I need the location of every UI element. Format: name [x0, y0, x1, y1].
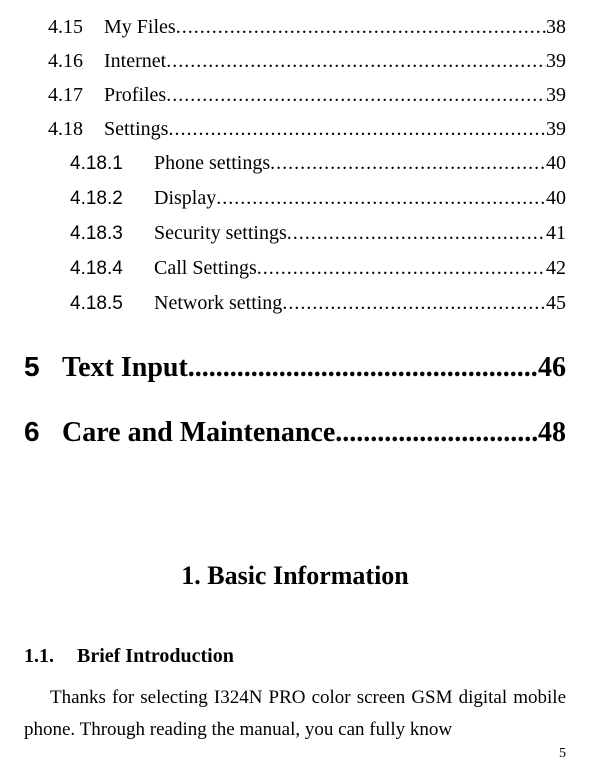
toc-row: 4.18.4 Call Settings 42 [24, 251, 566, 286]
toc-num: 4.15 [48, 10, 104, 44]
toc-chapter-row: 5 Text Input 46 [24, 349, 566, 386]
toc-page: 39 [546, 112, 566, 146]
toc-page: 48 [538, 415, 566, 451]
toc-num: 4.18.5 [70, 287, 154, 321]
toc-row: 4.18.3 Security settings 41 [24, 216, 566, 251]
toc-title: Phone settings [154, 146, 270, 180]
toc-page: 38 [546, 10, 566, 44]
toc-num: 4.18.4 [70, 252, 154, 286]
toc-dots [166, 78, 546, 112]
section-title: Brief Introduction [77, 645, 234, 667]
toc-row: 4.15 My Files 38 [24, 10, 566, 44]
section-heading: 1.1. Brief Introduction [24, 645, 566, 668]
toc-row: 4.16 Internet 39 [24, 44, 566, 78]
toc-row: 4.18.1 Phone settings 40 [24, 146, 566, 181]
toc-title: Internet [104, 44, 166, 78]
toc-title: Care and Maintenance [62, 415, 335, 451]
toc-dots [188, 350, 538, 386]
toc-dots [168, 112, 546, 146]
toc-row: 4.18.2 Display 40 [24, 181, 566, 216]
toc-dots [335, 415, 538, 451]
toc-chapter-row: 6 Care and Maintenance 48 [24, 414, 566, 451]
toc-page: 39 [546, 44, 566, 78]
toc-page: 46 [538, 350, 566, 386]
toc-num: 6 [24, 414, 62, 450]
toc-page: 40 [546, 181, 566, 215]
toc-page: 39 [546, 78, 566, 112]
page-number: 5 [559, 746, 566, 762]
toc-row: 4.17 Profiles 39 [24, 78, 566, 112]
toc-num: 4.17 [48, 78, 104, 112]
section-num: 1.1. [24, 645, 72, 668]
toc-dots [216, 181, 546, 215]
toc-num: 4.18 [48, 112, 104, 146]
toc-title: Profiles [104, 78, 166, 112]
toc-dots [282, 286, 546, 320]
body-paragraph: Thanks for selecting I324N PRO color scr… [24, 682, 566, 746]
toc-num: 5 [24, 349, 62, 385]
toc-page: 45 [546, 286, 566, 320]
toc-title: Display [154, 181, 216, 215]
toc-title: Text Input [62, 350, 188, 386]
toc-title: My Files [104, 10, 176, 44]
toc-row: 4.18 Settings 39 [24, 112, 566, 146]
toc-title: Network setting [154, 286, 282, 320]
toc-dots [287, 216, 546, 250]
toc-num: 4.18.2 [70, 182, 154, 216]
toc-num: 4.18.3 [70, 217, 154, 251]
toc-dots [176, 10, 546, 44]
toc-page: 40 [546, 146, 566, 180]
chapter-heading: 1. Basic Information [24, 561, 566, 591]
toc-page: 42 [546, 251, 566, 285]
toc-num: 4.18.1 [70, 147, 154, 181]
toc-title: Security settings [154, 216, 287, 250]
toc-title: Settings [104, 112, 168, 146]
toc-page: 41 [546, 216, 566, 250]
toc-num: 4.16 [48, 44, 104, 78]
toc-dots [270, 146, 546, 180]
toc-title: Call Settings [154, 251, 257, 285]
toc-row: 4.18.5 Network setting 45 [24, 286, 566, 321]
toc-dots [257, 251, 546, 285]
toc-dots [166, 44, 546, 78]
